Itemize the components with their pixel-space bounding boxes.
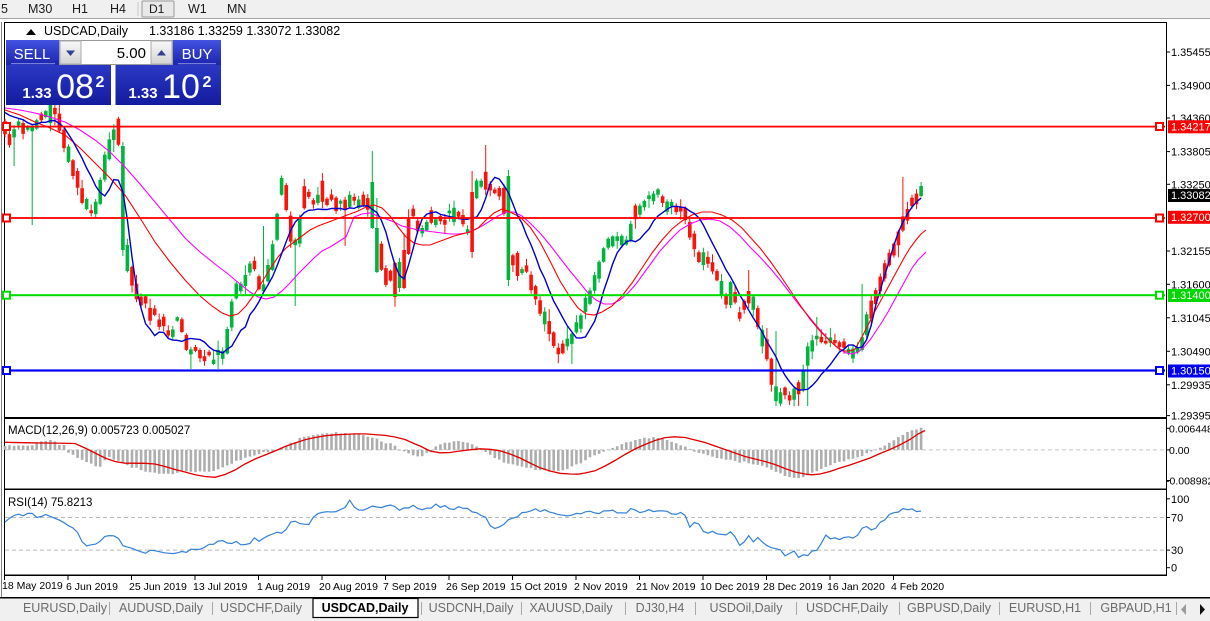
svg-text:1.33082: 1.33082	[1171, 190, 1210, 202]
svg-text:USDCHF,Daily: USDCHF,Daily	[220, 601, 303, 615]
svg-text:13 Jul 2019: 13 Jul 2019	[193, 581, 247, 593]
svg-text:GBPAUD,H1: GBPAUD,H1	[1100, 601, 1171, 615]
svg-text:RSI(14) 75.8213: RSI(14) 75.8213	[8, 497, 92, 509]
svg-text:10 Dec 2019: 10 Dec 2019	[700, 581, 760, 593]
svg-text:SELL: SELL	[14, 46, 51, 63]
svg-text:7 Sep 2019: 7 Sep 2019	[383, 581, 437, 593]
svg-text:4 Feb 2020: 4 Feb 2020	[891, 581, 944, 593]
svg-text:5.00: 5.00	[117, 45, 146, 62]
svg-text:1.33: 1.33	[128, 85, 157, 102]
svg-text:0.00: 0.00	[1169, 445, 1190, 457]
svg-text:1.33186 1.33259 1.33072 1.3308: 1.33186 1.33259 1.33072 1.33082	[149, 24, 340, 38]
svg-text:5: 5	[1, 2, 8, 16]
svg-text:1 Aug 2019: 1 Aug 2019	[257, 581, 310, 593]
svg-text:USDCNH,Daily: USDCNH,Daily	[429, 601, 514, 615]
svg-text:1.33805: 1.33805	[1171, 147, 1210, 159]
svg-text:USDOil,Daily: USDOil,Daily	[710, 601, 784, 615]
svg-text:GBPUSD,Daily: GBPUSD,Daily	[907, 601, 992, 615]
svg-text:18 May 2019: 18 May 2019	[2, 580, 63, 592]
svg-text:1.34217: 1.34217	[1171, 121, 1210, 133]
svg-text:H4: H4	[110, 2, 126, 16]
svg-text:1.30150: 1.30150	[1171, 366, 1210, 378]
svg-text:0.006448: 0.006448	[1169, 423, 1210, 435]
svg-text:1.34900: 1.34900	[1171, 80, 1210, 92]
svg-text:USDCAD,Daily: USDCAD,Daily	[322, 601, 409, 615]
svg-text:26 Sep 2019: 26 Sep 2019	[446, 581, 506, 593]
svg-text:100: 100	[1171, 494, 1189, 506]
svg-text:0: 0	[1171, 563, 1177, 575]
svg-text:1.32700: 1.32700	[1171, 212, 1210, 224]
svg-text:-0.008982: -0.008982	[1166, 476, 1210, 488]
svg-text:30: 30	[1171, 545, 1183, 557]
svg-text:AUDUSD,Daily: AUDUSD,Daily	[119, 601, 204, 615]
svg-text:1.30490: 1.30490	[1171, 346, 1210, 358]
svg-text:25 Jun 2019: 25 Jun 2019	[129, 581, 187, 593]
svg-text:1.35455: 1.35455	[1171, 47, 1210, 59]
svg-text:M30: M30	[28, 2, 52, 16]
svg-text:1.29395: 1.29395	[1171, 411, 1210, 423]
svg-text:1.33: 1.33	[22, 85, 51, 102]
svg-text:USDCAD,Daily: USDCAD,Daily	[44, 24, 129, 38]
svg-text:15 Oct 2019: 15 Oct 2019	[510, 581, 567, 593]
svg-text:W1: W1	[188, 2, 207, 16]
svg-text:16 Jan 2020: 16 Jan 2020	[827, 581, 885, 593]
svg-text:D1: D1	[149, 2, 165, 16]
svg-text:H1: H1	[72, 2, 88, 16]
svg-text:20 Aug 2019: 20 Aug 2019	[319, 581, 378, 593]
svg-text:70: 70	[1171, 513, 1183, 525]
svg-text:XAUUSD,Daily: XAUUSD,Daily	[529, 601, 613, 615]
svg-text:21 Nov 2019: 21 Nov 2019	[636, 581, 696, 593]
svg-text:MACD(12,26,9) 0.005723 0.00502: MACD(12,26,9) 0.005723 0.005027	[8, 425, 190, 437]
svg-text:2: 2	[203, 74, 212, 91]
svg-text:1.31600: 1.31600	[1171, 279, 1210, 291]
svg-text:6 Jun 2019: 6 Jun 2019	[66, 581, 118, 593]
svg-text:EURUSD,H1: EURUSD,H1	[1009, 601, 1081, 615]
svg-text:1.31045: 1.31045	[1171, 313, 1210, 325]
svg-text:1.31400: 1.31400	[1171, 290, 1210, 302]
svg-text:1.33250: 1.33250	[1171, 179, 1210, 191]
svg-text:MN: MN	[227, 2, 246, 16]
svg-text:EURUSD,Daily: EURUSD,Daily	[23, 601, 108, 615]
svg-text:1.32155: 1.32155	[1171, 246, 1210, 258]
svg-text:DJ30,H4: DJ30,H4	[636, 601, 685, 615]
svg-text:10: 10	[162, 68, 200, 106]
svg-text:2 Nov 2019: 2 Nov 2019	[574, 581, 628, 593]
svg-text:08: 08	[56, 68, 94, 106]
svg-text:2: 2	[96, 74, 105, 91]
svg-text:28 Dec 2019: 28 Dec 2019	[763, 581, 823, 593]
svg-text:USDCHF,Daily: USDCHF,Daily	[806, 601, 889, 615]
svg-text:1.29935: 1.29935	[1171, 380, 1210, 392]
svg-text:BUY: BUY	[182, 46, 213, 63]
